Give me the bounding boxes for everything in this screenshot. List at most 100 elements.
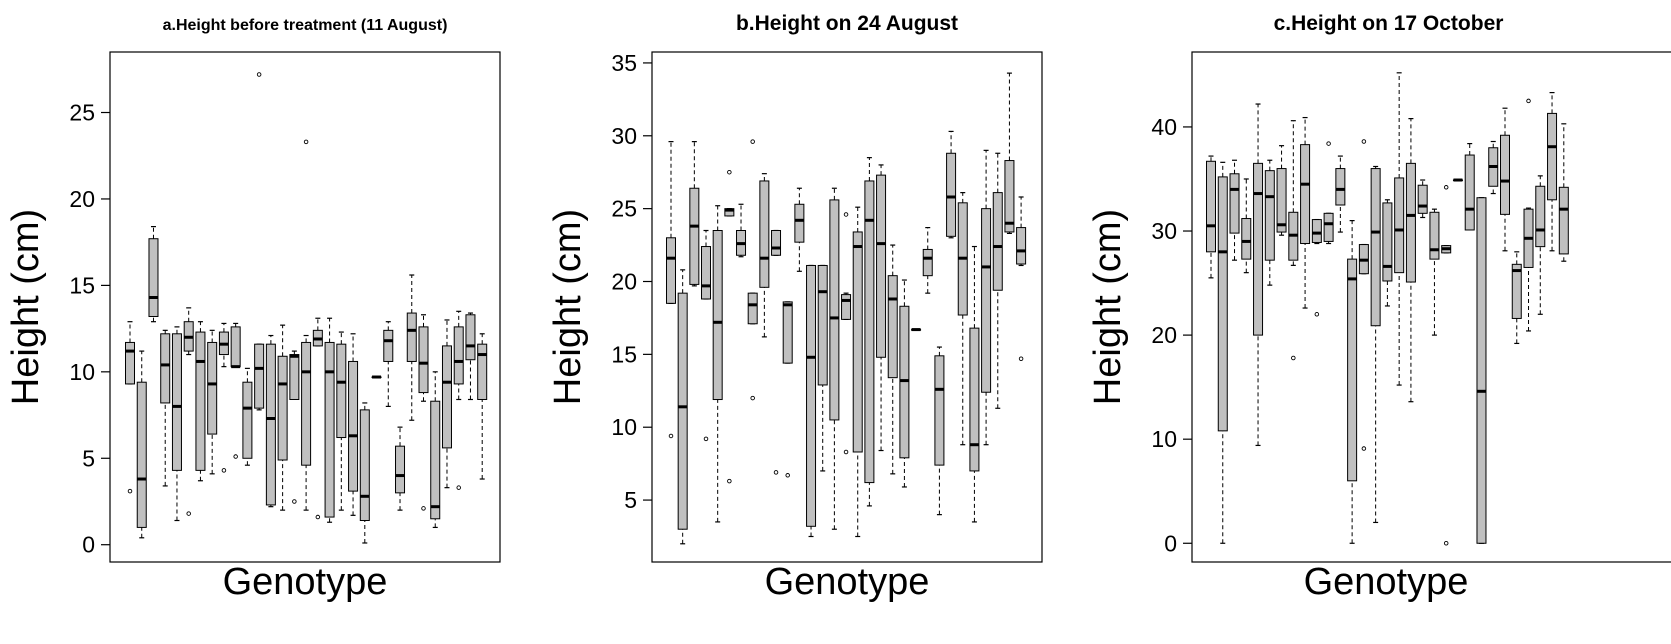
box: [1558, 186, 1569, 255]
outlier: [727, 169, 732, 175]
box: [946, 152, 957, 237]
x-axis-label: Genotype: [1304, 561, 1469, 603]
outlier: [127, 488, 133, 494]
x-axis-label: Genotype: [765, 561, 930, 603]
box: [125, 341, 135, 385]
box: [1535, 185, 1546, 248]
box: [992, 192, 1003, 291]
plot-frame: [109, 51, 501, 563]
box: [230, 326, 241, 368]
plot-frame: [651, 51, 1043, 563]
box: [195, 331, 206, 471]
y-tick-label: 30: [611, 123, 637, 149]
outlier: [315, 514, 321, 520]
box: [1429, 211, 1440, 260]
y-tick-label: 20: [1151, 322, 1177, 348]
outlier: [303, 139, 309, 145]
y-tick-label: 5: [624, 487, 637, 513]
box: [1417, 184, 1428, 214]
box: [806, 264, 817, 527]
panel: c.Height on 17 October 0 10 20 30 40 Height (c…: [1087, 12, 1671, 603]
box: [1476, 197, 1487, 544]
outlier: [256, 72, 262, 77]
y-tick-label: 25: [69, 100, 95, 126]
box: [430, 400, 441, 520]
box: [395, 445, 406, 494]
box: [1206, 160, 1216, 253]
box: [289, 354, 300, 400]
outlier: [1291, 355, 1296, 361]
outlier: [1361, 139, 1367, 144]
outlier: [456, 485, 461, 490]
box: [301, 341, 312, 466]
box: [759, 180, 770, 288]
box: [1323, 212, 1334, 242]
outlier: [421, 506, 426, 511]
box: [747, 292, 758, 325]
box: [677, 292, 688, 530]
box: [477, 343, 488, 400]
box: [1464, 154, 1475, 231]
box: [336, 343, 347, 439]
box: [922, 248, 933, 277]
y-axis-label: Height (cm): [5, 209, 47, 405]
box: [1394, 177, 1405, 274]
box: [1311, 219, 1322, 243]
box: [254, 343, 265, 409]
box: [887, 275, 898, 379]
panel: b.Height on 24 August 5 10 15 20 25 30 35 Height…: [547, 12, 1043, 603]
outlier: [1443, 185, 1449, 190]
box: [712, 230, 723, 401]
y-axis-label: Height (cm): [547, 209, 589, 405]
outlier: [1526, 98, 1531, 104]
box: [1217, 176, 1228, 432]
y-tick-label: 15: [69, 272, 95, 298]
box: [782, 301, 793, 364]
box: [852, 231, 863, 453]
box: [1004, 160, 1015, 233]
outlier: [186, 511, 191, 516]
outlier: [1314, 312, 1320, 317]
box: [666, 237, 676, 304]
box: [383, 329, 394, 362]
box: [1016, 227, 1027, 265]
box: [171, 333, 182, 471]
outlier: [703, 436, 709, 442]
outlier: [292, 499, 297, 504]
y-tick-label: 0: [82, 532, 95, 558]
box: [1347, 258, 1358, 482]
box: [277, 355, 288, 461]
box: [841, 294, 852, 320]
box: [148, 238, 159, 318]
panel-title: b.Height on 24 August: [736, 12, 958, 35]
box: [1382, 202, 1393, 282]
outlier: [233, 454, 238, 459]
outlier: [750, 395, 755, 401]
x-axis-label: Genotype: [223, 561, 388, 603]
box: [1370, 168, 1381, 327]
outlier: [668, 433, 674, 439]
box: [689, 187, 700, 285]
outlier: [1443, 541, 1449, 546]
plot-frame: [1191, 51, 1671, 563]
box: [1276, 168, 1287, 233]
box: [1264, 170, 1275, 261]
box: [265, 343, 276, 506]
y-tick-label: 5: [82, 445, 95, 471]
y-tick-label: 25: [611, 196, 637, 222]
outlier: [727, 478, 732, 484]
box: [1547, 112, 1558, 201]
box: [160, 333, 171, 404]
outlier: [221, 468, 227, 473]
box: [441, 345, 452, 449]
box: [1511, 263, 1522, 319]
y-tick-label: 20: [69, 186, 95, 212]
box: [1229, 173, 1240, 234]
box: [934, 355, 945, 466]
box: [876, 174, 887, 358]
y-axis-label: Height (cm): [1087, 209, 1129, 405]
outlier: [843, 212, 849, 217]
box: [794, 203, 805, 243]
box: [453, 326, 464, 385]
